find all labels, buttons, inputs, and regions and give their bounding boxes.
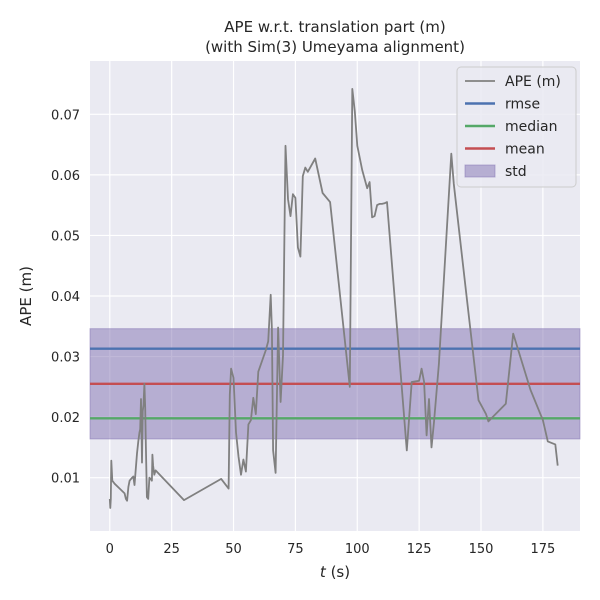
chart-title-line1: APE w.r.t. translation part (m) bbox=[224, 18, 445, 36]
x-tick-label: 50 bbox=[225, 542, 242, 557]
legend-label: std bbox=[505, 164, 527, 180]
x-tick-label: 125 bbox=[407, 542, 432, 557]
y-tick-label: 0.02 bbox=[51, 411, 80, 426]
legend-box bbox=[456, 66, 577, 188]
x-tick-label: 175 bbox=[530, 542, 555, 557]
y-tick-labels: 0.01 0.02 0.03 0.04 0.05 0.06 0.07 bbox=[51, 108, 80, 486]
y-tick-label: 0.04 bbox=[51, 290, 80, 305]
legend-label: mean bbox=[505, 142, 545, 158]
x-tick-labels: 0 25 50 75 100 125 150 175 bbox=[106, 542, 556, 557]
x-tick-label: 150 bbox=[469, 542, 494, 557]
x-tick-label: 0 bbox=[106, 542, 114, 557]
ape-series-line bbox=[108, 88, 559, 509]
x-tick-label: 100 bbox=[345, 542, 370, 557]
y-axis-label: APE (m) bbox=[17, 266, 35, 326]
stat-lines bbox=[90, 347, 580, 420]
y-tick-label: 0.03 bbox=[51, 351, 80, 366]
x-axis-label: t (s) bbox=[320, 563, 350, 581]
x-axis-label-unit: (s) bbox=[326, 563, 350, 581]
legend-label: median bbox=[505, 119, 557, 135]
legend-label: rmse bbox=[505, 97, 540, 113]
y-tick-label: 0.06 bbox=[51, 169, 80, 184]
chart-title-line2: (with Sim(3) Umeyama alignment) bbox=[205, 38, 465, 56]
y-tick-label: 0.01 bbox=[51, 472, 80, 487]
legend-label: APE (m) bbox=[505, 74, 561, 90]
y-tick-label: 0.05 bbox=[51, 229, 80, 244]
legend-swatch-std bbox=[464, 164, 496, 178]
x-tick-label: 75 bbox=[287, 542, 304, 557]
legend: APE (m) rmse median mean std bbox=[456, 66, 577, 188]
y-tick-label: 0.07 bbox=[51, 108, 80, 123]
x-tick-label: 25 bbox=[163, 542, 180, 557]
series-layer bbox=[108, 88, 559, 509]
x-axis-label-var: t bbox=[320, 563, 327, 581]
